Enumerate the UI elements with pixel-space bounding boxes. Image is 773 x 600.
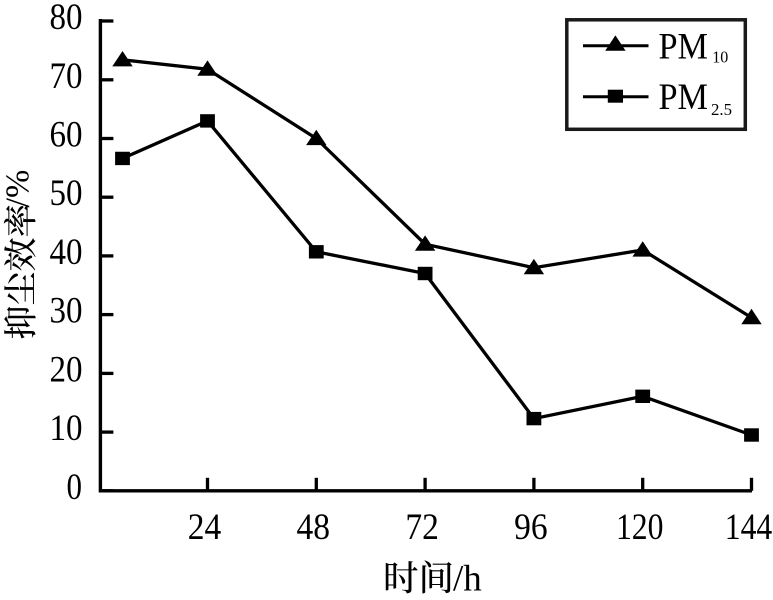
svg-text:/%: /%: [0, 170, 37, 208]
svg-text:PM: PM: [659, 76, 709, 117]
svg-text:120: 120: [616, 507, 664, 548]
svg-text:2.5: 2.5: [711, 100, 732, 119]
svg-text:48: 48: [297, 507, 331, 548]
svg-text:60: 60: [50, 115, 83, 156]
svg-text:/h: /h: [453, 559, 482, 600]
svg-text:PM: PM: [659, 26, 709, 67]
svg-text:0: 0: [67, 467, 83, 508]
svg-text:40: 40: [50, 232, 83, 273]
svg-text:10: 10: [50, 408, 83, 449]
svg-text:20: 20: [50, 349, 83, 390]
svg-text:70: 70: [50, 56, 83, 97]
svg-text:96: 96: [514, 507, 548, 548]
svg-text:50: 50: [50, 173, 83, 214]
svg-text:72: 72: [405, 507, 439, 548]
svg-text:24: 24: [188, 507, 222, 548]
svg-text:144: 144: [725, 507, 773, 548]
svg-text:30: 30: [50, 291, 83, 332]
svg-text:10: 10: [712, 47, 728, 66]
svg-text:80: 80: [50, 0, 83, 38]
